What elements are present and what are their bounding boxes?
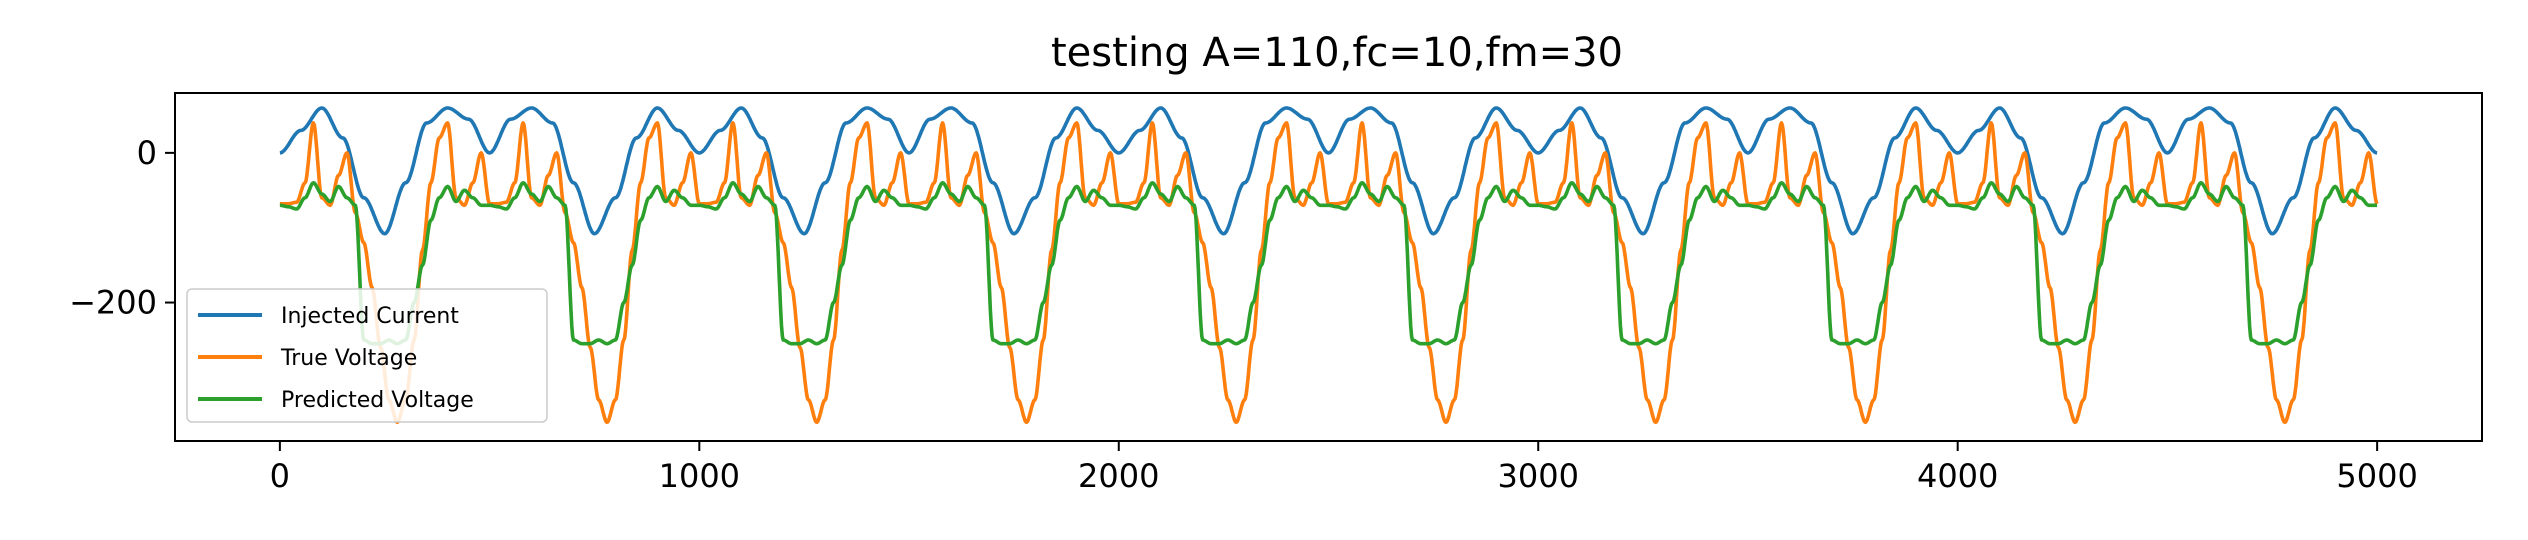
plot-area [174, 92, 2483, 442]
legend-label: Injected Current [281, 304, 459, 329]
y-tick-label: −200 [69, 284, 157, 322]
legend-label: True Voltage [280, 346, 417, 371]
x-axis: 0 1000 2000 3000 4000 5000 [270, 441, 2418, 495]
legend-box [186, 288, 548, 423]
x-tick-label: 0 [270, 457, 290, 495]
x-tick-label: 5000 [2336, 457, 2417, 495]
series-line-predicted-voltage [278, 181, 2379, 346]
chart-title: testing A=110,fc=10,fm=30 [1051, 30, 1623, 76]
series-line-injected-current [278, 106, 2379, 236]
legend: Injected Current True Voltage Predicted Vo… [186, 288, 548, 423]
x-tick-label: 3000 [1498, 457, 1579, 495]
y-tick-label: 0 [137, 134, 157, 172]
x-tick-label: 1000 [659, 457, 740, 495]
x-tick-label: 4000 [1917, 457, 1998, 495]
legend-label: Predicted Voltage [281, 388, 474, 413]
plot-frame [174, 92, 2483, 442]
x-tick-label: 2000 [1078, 457, 1159, 495]
series-layer [278, 106, 2379, 425]
y-axis: 0 −200 [69, 134, 175, 322]
